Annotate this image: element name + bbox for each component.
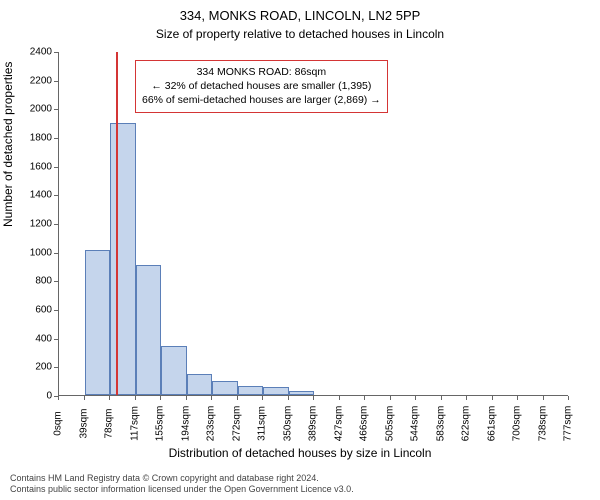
x-tick-label: 272sqm [231, 404, 242, 444]
x-tick-label: 427sqm [333, 404, 344, 444]
x-tick-label: 311sqm [257, 404, 268, 444]
y-tick-label: 2400 [30, 47, 52, 58]
y-tick-label: 2200 [30, 75, 52, 86]
chart-footer: Contains HM Land Registry data © Crown c… [10, 473, 590, 496]
x-tick-label: 777sqm [563, 404, 574, 444]
x-tick-label: 117sqm [129, 404, 140, 444]
property-size-chart: 334, MONKS ROAD, LINCOLN, LN2 5PP Size o… [0, 0, 600, 500]
annotation-box: 334 MONKS ROAD: 86sqm← 32% of detached h… [135, 60, 388, 113]
y-tick-label: 0 [46, 391, 52, 402]
annotation-line: 66% of semi-detached houses are larger (… [142, 93, 381, 107]
x-tick-label: 738sqm [537, 404, 548, 444]
y-axis-ticks: 0200400600800100012001400160018002000220… [0, 52, 56, 396]
x-tick-label: 622sqm [461, 404, 472, 444]
y-tick-label: 400 [35, 333, 52, 344]
x-tick-label: 155sqm [155, 404, 166, 444]
histogram-bar [238, 386, 264, 395]
footer-line: Contains public sector information licen… [10, 484, 590, 496]
x-tick-label: 39sqm [78, 404, 89, 444]
x-tick-label: 194sqm [180, 404, 191, 444]
chart-title: 334, MONKS ROAD, LINCOLN, LN2 5PP [0, 0, 600, 23]
x-tick-label: 389sqm [308, 404, 319, 444]
histogram-bar [289, 391, 315, 395]
annotation-line: ← 32% of detached houses are smaller (1,… [142, 79, 381, 93]
x-tick-label: 505sqm [384, 404, 395, 444]
y-tick-label: 1200 [30, 219, 52, 230]
y-tick-label: 2000 [30, 104, 52, 115]
annotation-line: 334 MONKS ROAD: 86sqm [142, 65, 381, 79]
property-marker-line [116, 52, 118, 395]
x-tick-label: 544sqm [410, 404, 421, 444]
x-tick-label: 78sqm [104, 404, 115, 444]
x-tick-label: 350sqm [282, 404, 293, 444]
histogram-bar [212, 381, 238, 395]
x-tick-label: 466sqm [359, 404, 370, 444]
y-tick-label: 1600 [30, 161, 52, 172]
x-tick-label: 0sqm [53, 404, 64, 444]
y-tick-label: 200 [35, 362, 52, 373]
x-tick-label: 233sqm [206, 404, 217, 444]
x-tick-label: 583sqm [435, 404, 446, 444]
y-tick-label: 600 [35, 305, 52, 316]
chart-subtitle: Size of property relative to detached ho… [0, 23, 600, 41]
x-tick-label: 661sqm [486, 404, 497, 444]
footer-line: Contains HM Land Registry data © Crown c… [10, 473, 590, 485]
x-tick-label: 700sqm [512, 404, 523, 444]
histogram-bar [136, 265, 162, 395]
y-tick-label: 1800 [30, 133, 52, 144]
x-axis-ticks: 0sqm39sqm78sqm117sqm155sqm194sqm233sqm27… [58, 396, 568, 446]
histogram-bar [263, 387, 289, 395]
y-tick-label: 1400 [30, 190, 52, 201]
histogram-bar [110, 123, 136, 395]
histogram-bar [85, 250, 111, 395]
plot-area: 334 MONKS ROAD: 86sqm← 32% of detached h… [58, 52, 568, 396]
x-axis-label: Distribution of detached houses by size … [0, 446, 600, 460]
histogram-bar [187, 374, 213, 396]
y-tick-label: 1000 [30, 247, 52, 258]
y-tick-label: 800 [35, 276, 52, 287]
histogram-bar [161, 346, 187, 395]
